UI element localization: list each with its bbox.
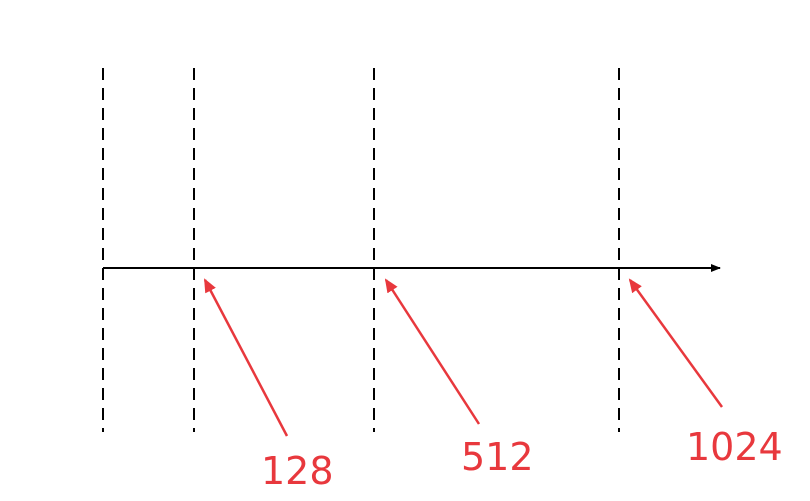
annotation-arrow-1024 [628,278,724,408]
annotation-arrow-512 [384,278,481,425]
annotation-label-1024: 1024 [686,425,783,469]
annotation-label-512: 512 [461,435,534,479]
annotation-label-128: 128 [261,449,334,493]
annotation-arrow-128 [203,278,289,437]
